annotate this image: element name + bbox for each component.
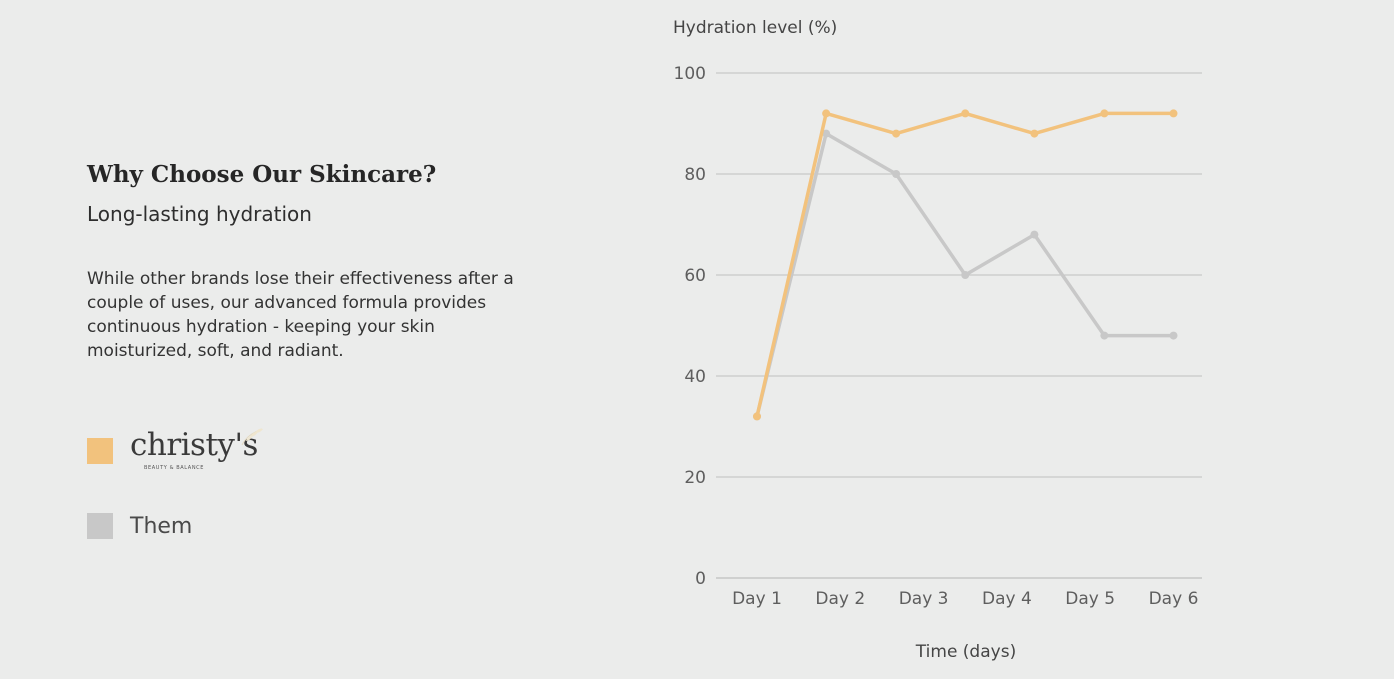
x-axis-title: Time (days) (915, 642, 1016, 662)
data-point-them (892, 170, 901, 178)
y-axis-title: Hydration level (%) (673, 18, 837, 38)
x-tick-label: Day 3 (899, 589, 949, 609)
description-paragraph: While other brands lose their effectiven… (87, 269, 514, 361)
x-tick-label: Day 1 (732, 589, 782, 609)
data-point-christys (892, 129, 901, 138)
page-title: Why Choose Our Skincare? (87, 161, 437, 188)
tick-layer: 0 20 40 60 80 100 Day 1 Day 2 Day 3 Day 4 Day 5 Day… (674, 64, 1199, 609)
legend-swatch-them (87, 513, 113, 539)
data-point-christys (1169, 109, 1178, 118)
x-tick-label: Day 6 (1149, 589, 1199, 609)
y-tick-label: 20 (684, 468, 706, 488)
y-tick-label: 80 (684, 165, 706, 185)
series-layer (753, 109, 1178, 421)
christys-logo: christy's BEAUTY & BALANCE (130, 425, 270, 477)
legend-item-christys: christy's BEAUTY & BALANCE (87, 425, 270, 477)
data-point-christys (961, 109, 970, 118)
hydration-chart: Hydration level (%) 0 20 40 60 80 100 Day 1 Day… (660, 0, 1220, 679)
legend-item-them: Them (87, 513, 192, 539)
data-point-them (822, 129, 831, 138)
x-tick-label: Day 2 (815, 589, 865, 609)
data-point-them (1100, 331, 1109, 340)
data-point-christys (1100, 109, 1109, 118)
legend-label-them: Them (130, 513, 193, 539)
data-point-them (1169, 331, 1178, 340)
data-point-christys (753, 412, 761, 421)
data-point-them (1030, 230, 1039, 239)
grid-layer (716, 72, 1202, 579)
info-panel: Why Choose Our Skincare? Long-lasting hy… (87, 0, 557, 679)
y-tick-label: 0 (695, 569, 706, 589)
leaf-icon (241, 428, 263, 446)
y-tick-label: 60 (684, 266, 706, 286)
chart-svg: Hydration level (%) 0 20 40 60 80 100 Day 1 Day… (673, 18, 1202, 662)
legend-swatch-christys (87, 438, 113, 464)
x-tick-label: Day 5 (1065, 589, 1115, 609)
y-tick-label: 100 (674, 64, 706, 84)
logo-wordmark: christy's (130, 427, 258, 463)
x-tick-label: Day 4 (982, 589, 1032, 609)
data-point-them (961, 271, 970, 279)
logo-tagline: BEAUTY & BALANCE (144, 465, 205, 471)
data-point-christys (1030, 129, 1039, 138)
data-point-christys (822, 109, 831, 118)
subtitle: Long-lasting hydration (87, 202, 312, 226)
y-tick-label: 40 (684, 367, 706, 387)
